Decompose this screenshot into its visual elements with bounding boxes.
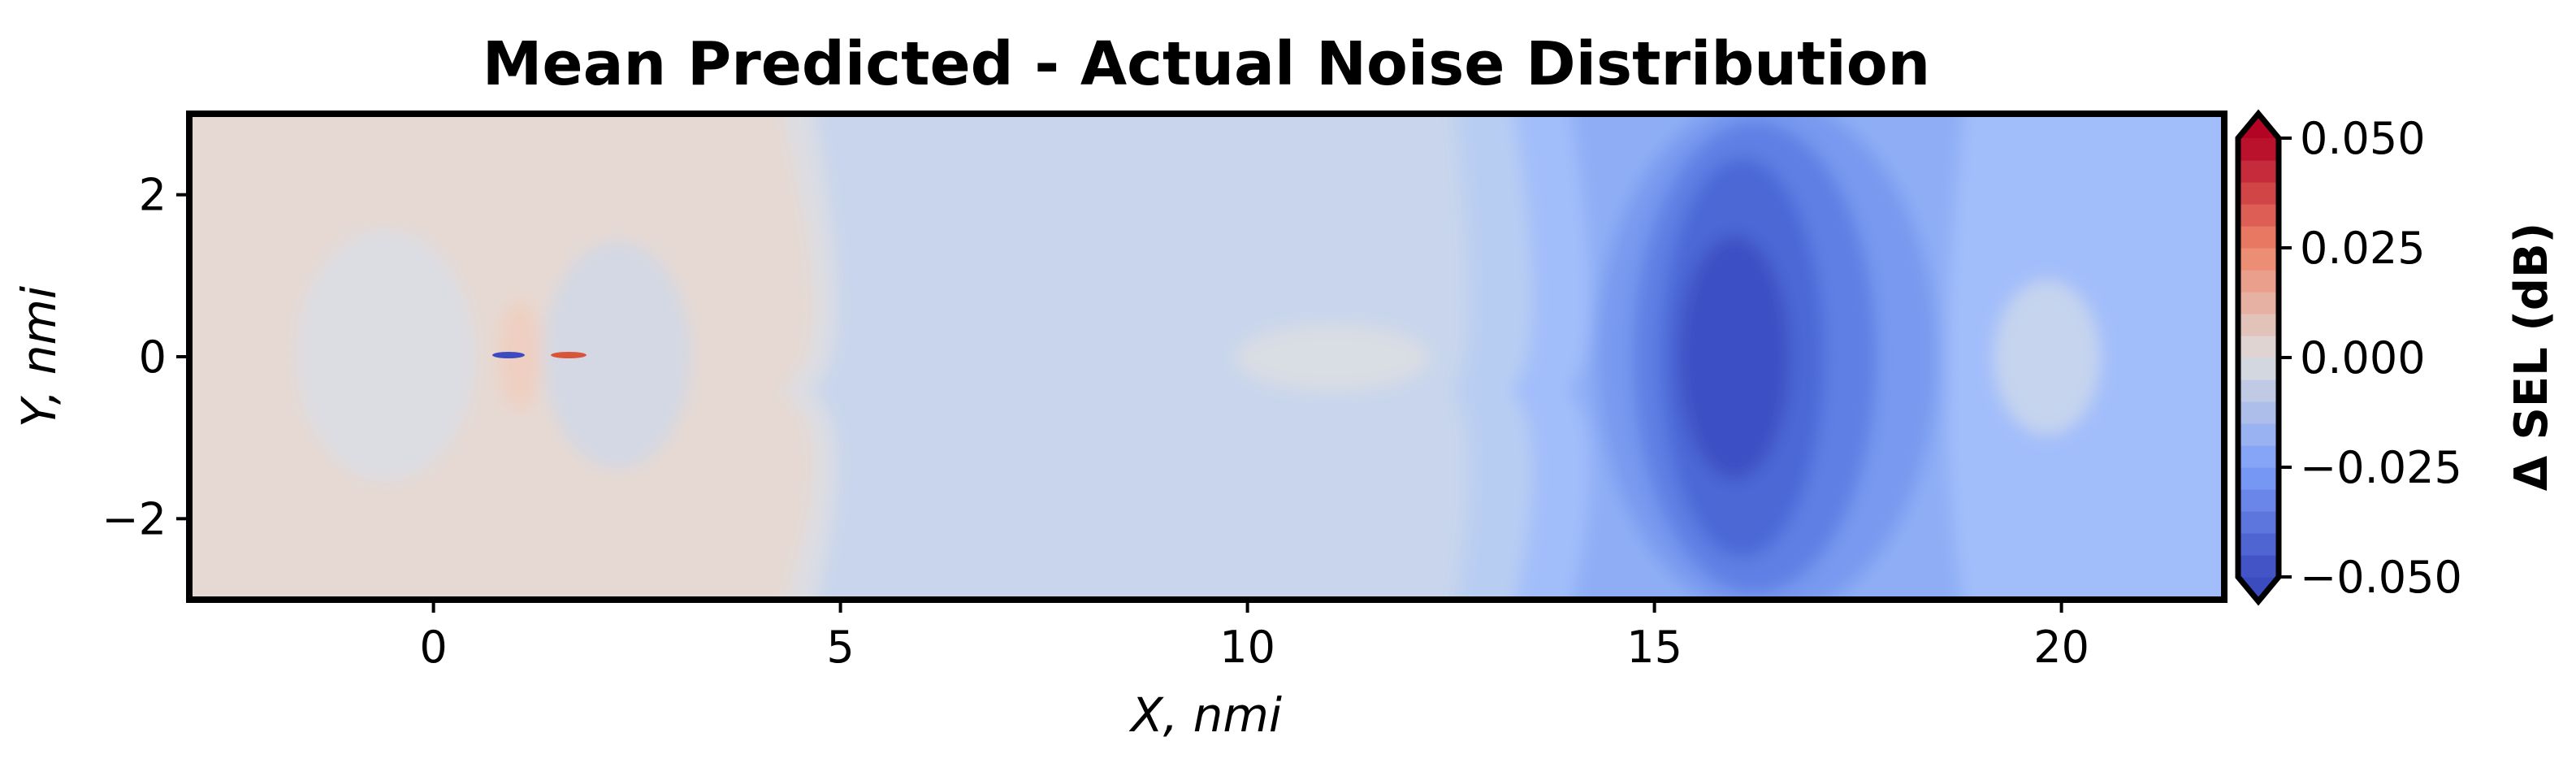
colorbar-level (2238, 379, 2279, 402)
colorbar-level (2238, 423, 2279, 446)
y-tick-label: 0 (139, 332, 167, 383)
x-tick-label: 5 (826, 622, 854, 673)
colorbar (2238, 114, 2279, 601)
colorbar-ticks: 0.050 0.025 0.000 −0.025 −0.050 (2279, 113, 2462, 603)
colorbar-label: Δ SEL (dB) (2505, 223, 2558, 492)
contour-near-zero-centerline-bump (1235, 323, 1430, 392)
heatmap-field (189, 114, 2224, 600)
colorbar-level (2238, 336, 2279, 358)
colorbar-level (2238, 467, 2279, 490)
contour-near-zero-far-lobe (1994, 280, 2100, 435)
y-tick-label: −2 (102, 493, 167, 544)
y-tick-label: 2 (139, 170, 167, 221)
colorbar-level (2238, 489, 2279, 512)
colorbar-level (2238, 138, 2279, 161)
colorbar-tick-label: −0.025 (2300, 442, 2462, 493)
colorbar-level (2238, 160, 2279, 183)
colorbar-level (2238, 248, 2279, 271)
contour-level-minus-0.045 (1679, 236, 1790, 479)
colorbar-level (2238, 226, 2279, 249)
colorbar-level (2238, 445, 2279, 468)
colorbar-level (2238, 182, 2279, 205)
colorbar-tick-label: −0.050 (2300, 552, 2462, 603)
contour-near-zero-right-lobe (544, 241, 691, 469)
y-axis-ticks: 2 0 −2 (102, 170, 189, 544)
colorbar-level (2238, 401, 2279, 424)
colorbar-level (2238, 270, 2279, 293)
contour-near-zero-left-lobe (297, 229, 475, 481)
x-tick-label: 10 (1219, 622, 1275, 673)
colorbar-level (2238, 314, 2279, 336)
x-tick-label: 20 (2033, 622, 2089, 673)
colorbar-tick-label: 0.000 (2300, 332, 2426, 384)
colorbar-level (2238, 555, 2279, 578)
colorbar-level (2238, 358, 2279, 380)
chart-title: Mean Predicted - Actual Noise Distributi… (483, 29, 1930, 99)
y-axis-label: Y, nmi (11, 286, 67, 427)
x-axis-label: X, nmi (1128, 687, 1282, 743)
colorbar-tick-label: 0.025 (2300, 223, 2426, 274)
colorbar-level (2238, 533, 2279, 556)
colorbar-tick-label: 0.050 (2300, 113, 2426, 164)
x-tick-label: 0 (419, 622, 447, 673)
colorbar-level (2238, 511, 2279, 534)
colorbar-level (2238, 292, 2279, 314)
x-axis-ticks: 0 5 10 15 20 (419, 600, 2089, 673)
source-anomaly-positive (551, 352, 587, 358)
x-tick-label: 15 (1626, 622, 1682, 673)
source-anomaly-negative (492, 352, 525, 358)
colorbar-level (2238, 204, 2279, 227)
